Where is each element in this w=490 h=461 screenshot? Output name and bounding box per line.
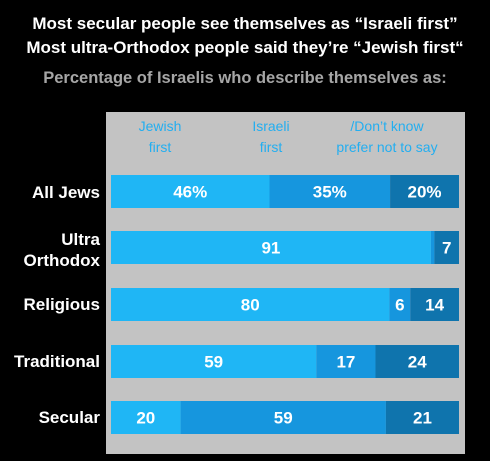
bar-ultra-orthodox-don-t-know-prefer-not-to-say [434,231,459,264]
data-label-religious-jewish-first: 80 [241,296,260,315]
chart-subtitle: Percentage of Israelis who describe them… [43,69,447,87]
bar-ultra-orthodox-jewish-first [111,231,431,264]
data-label-traditional-don-t-know-prefer-not-to-say: 24 [408,353,427,372]
chart-title-line-1: Most secular people see themselves as “I… [32,14,458,33]
data-label-traditional-israeli-first: 17 [336,353,355,372]
data-label-ultra-orthodox-jewish-first: 91 [261,239,280,258]
data-label-secular-israeli-first: 59 [274,409,293,428]
category-label-traditional: Traditional [14,352,100,371]
data-label-ultra-orthodox-don-t-know-prefer-not-to-say: 7 [442,239,451,258]
chart-panel [106,112,465,454]
bar-all-jews-jewish-first [111,175,270,208]
bar-secular-don-t-know-prefer-not-to-say [385,401,459,434]
category-label-all-jews: All Jews [31,183,100,202]
bar-ultra-orthodox-israeli-first [430,231,435,264]
bar-secular-jewish-first [111,401,181,434]
bar-traditional-israeli-first [316,345,376,378]
bar-traditional-don-t-know-prefer-not-to-say [375,345,459,378]
bar-religious-israeli-first [389,288,411,321]
legend-header-israeli-first: Israeli first [252,118,290,155]
bar-all-jews-israeli-first [269,175,391,208]
category-label-ultra-orthodox: Ultra Orthodox [23,230,101,270]
data-label-secular-don-t-know-prefer-not-to-say: 21 [413,409,432,428]
data-label-religious-don-t-know-prefer-not-to-say: 14 [425,296,444,315]
data-label-secular-jewish-first: 20 [136,409,155,428]
bar-traditional-jewish-first [111,345,317,378]
legend-header-dont-know: /Don’t know prefer not to say [336,118,438,155]
bar-secular-israeli-first [180,401,386,434]
data-label-all-jews-don-t-know-prefer-not-to-say: 20% [408,183,442,202]
category-label-religious: Religious [23,295,100,314]
bar-all-jews-don-t-know-prefer-not-to-say [390,175,459,208]
category-label-secular: Secular [38,408,100,427]
data-label-religious-israeli-first: 6 [395,296,404,315]
data-label-all-jews-israeli-first: 35% [313,183,347,202]
bar-religious-jewish-first [111,288,390,321]
legend-header-jewish-first: Jewish first [138,118,182,155]
chart-title-line-2: Most ultra-Orthodox people said they’re … [26,38,464,57]
bar-religious-don-t-know-prefer-not-to-say [410,288,459,321]
data-label-traditional-jewish-first: 59 [204,353,223,372]
data-label-all-jews-jewish-first: 46% [173,183,207,202]
